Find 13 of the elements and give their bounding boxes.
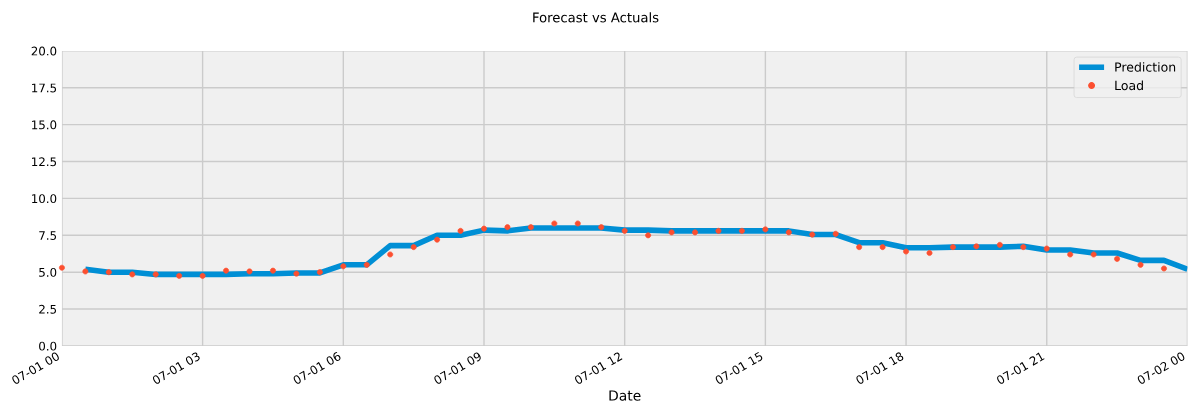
y-tick-label: 15.0 [32,120,57,130]
y-tick-label: 20.0 [31,46,57,56]
x-axis-title: Date [609,390,641,401]
y-tick-label: 0.0 [39,341,57,351]
legend-label: Prediction [1115,62,1176,72]
y-tick-label: 12.5 [32,157,57,167]
y-tick-label: 5.0 [39,267,57,277]
y-tick-label: 10.0 [32,194,57,204]
y-tick-label: 17.5 [32,83,57,93]
legend-label: Load [1115,80,1143,91]
y-tick-label: 2.5 [39,304,57,314]
y-tick-label: 7.5 [39,231,57,240]
chart-title: Forecast vs Actuals [533,12,659,23]
